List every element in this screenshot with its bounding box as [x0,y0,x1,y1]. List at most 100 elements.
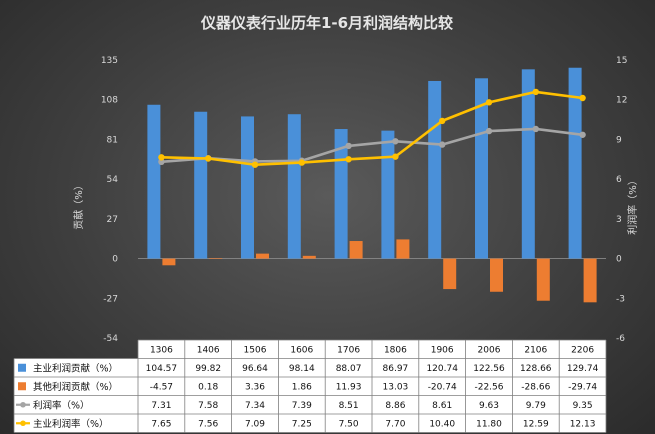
point-main-profit-rate [439,117,446,125]
bar-main-profit [568,67,582,259]
data-label-other-profit: -22.56 [474,382,503,392]
category-label: 1506 [244,345,267,355]
data-label-main-profit: 120.74 [426,364,458,374]
data-label-other-profit: -28.66 [521,382,550,392]
point-profit-rate [532,125,539,133]
data-table: 1306 1406 1506 1606 1706 1806 1906 2006 2106 2206… [13,339,607,433]
point-profit-rate [439,141,446,148]
data-label-profit-rate: 8.86 [385,401,405,411]
bar-main-profit [194,111,208,259]
bar-main-profit [381,130,395,259]
data-label-main-profit: 96.64 [242,364,268,374]
legend-swatch-profit-rate-marker [20,401,26,408]
data-label-profit-rate: 9.63 [479,401,499,411]
data-label-profit-rate: 9.35 [573,401,593,411]
data-label-main-profit-rate: 7.09 [245,419,265,429]
y-left-tick-label: 27 [107,215,118,225]
point-profit-rate [579,131,586,138]
line-profit-rate [160,127,584,164]
data-label-profit-rate: 7.58 [198,401,218,411]
point-main-profit-rate [392,153,399,160]
point-profit-rate [392,138,399,145]
data-label-main-profit-rate: 10.40 [429,419,455,429]
chart-title: 仪器仪表行业历年1-6月利润结构比较 [200,14,453,32]
data-label-main-profit: 98.14 [289,364,315,374]
bar-other-profit [396,239,410,259]
data-label-main-profit: 128.66 [520,364,552,374]
legend-label-profit-rate: 利润率（%） [33,399,90,411]
data-label-other-profit: 1.86 [292,382,312,392]
data-label-main-profit: 86.97 [383,364,409,374]
bar-other-profit [302,255,316,259]
data-label-main-profit-rate: 12.13 [570,419,596,429]
lines-layer [158,88,586,168]
bars-layer [147,67,597,303]
bar-main-profit [287,114,301,259]
category-label: 1906 [431,345,454,355]
category-label: 2006 [478,345,501,355]
legend-label-other-profit: 其他利润贡献（%） [33,381,118,393]
data-label-main-profit-rate: 12.59 [523,419,549,429]
data-label-other-profit: 13.03 [383,382,409,392]
y-left-tick-label: -27 [103,294,118,304]
y-right-tick-label: 15 [616,56,627,66]
legend-label-main-profit: 主业利润贡献（%） [33,362,118,374]
line-main-profit-rate [160,90,584,167]
bar-other-profit [162,258,176,266]
bar-main-profit [334,129,348,259]
data-label-main-profit-rate: 7.70 [385,419,405,429]
data-label-other-profit: -29.74 [568,382,597,392]
bar-main-profit [241,116,254,259]
data-label-main-profit-rate: 7.65 [151,419,171,429]
data-label-profit-rate: 7.34 [245,401,265,411]
legend-swatch-main-profit [18,363,26,372]
data-label-other-profit: 11.93 [336,382,362,392]
y-right-tick-label: -6 [616,334,625,344]
bar-other-profit [443,258,457,290]
point-profit-rate [345,142,352,150]
point-profit-rate [158,158,165,166]
y-left-tick-label: 135 [101,56,118,66]
y-left-tick-label: 54 [107,175,119,185]
bar-main-profit [147,104,161,259]
data-label-other-profit: 3.36 [245,382,265,392]
y-right-tick-label: 9 [616,135,622,145]
data-label-main-profit-rate: 11.80 [476,419,502,429]
bar-main-profit [521,69,535,259]
category-label: 2106 [524,345,547,355]
point-main-profit-rate [579,94,586,102]
point-main-profit-rate [205,155,212,162]
data-label-main-profit: 122.56 [473,364,505,374]
data-label-main-profit-rate: 7.50 [339,419,359,429]
bar-main-profit [428,80,442,259]
y-left-tick-label: 81 [107,135,118,145]
legend-label-main-profit-rate: 主业利润率（%） [33,418,109,430]
y-left-tick-label: -54 [103,334,118,344]
data-label-main-profit: 129.74 [567,364,599,374]
category-label: 1306 [150,345,173,355]
data-label-profit-rate: 7.31 [151,401,171,411]
category-label: 2206 [571,345,594,355]
y-right-tick-label: 3 [616,215,622,225]
data-label-main-profit: 88.07 [336,364,362,374]
data-label-other-profit: -20.74 [428,382,457,392]
data-label-other-profit: 0.18 [198,382,218,392]
y-right-tick-label: 6 [616,175,622,185]
y-left-axis-title: 贡献（%） [72,180,85,230]
y-right-tick-label: -3 [616,294,625,304]
y-right-axis-title: 利润率（%） [626,175,639,235]
y-right-tick-label: 12 [616,96,627,106]
category-label: 1706 [337,345,360,355]
point-main-profit-rate [158,154,165,161]
data-label-profit-rate: 8.51 [339,401,359,411]
y-right-tick-label: 0 [616,255,622,265]
axes-layer: 135 108 81 54 27 0 -27 -54 15 12 9 6 3 0 -3 -6 [101,56,628,344]
data-label-other-profit: -4.57 [150,382,173,392]
data-label-main-profit: 104.57 [146,364,178,374]
bar-other-profit [490,258,503,292]
point-main-profit-rate [345,156,352,163]
bar-main-profit [475,78,488,259]
y-left-tick-label: 0 [112,255,118,265]
bar-other-profit [209,258,223,259]
